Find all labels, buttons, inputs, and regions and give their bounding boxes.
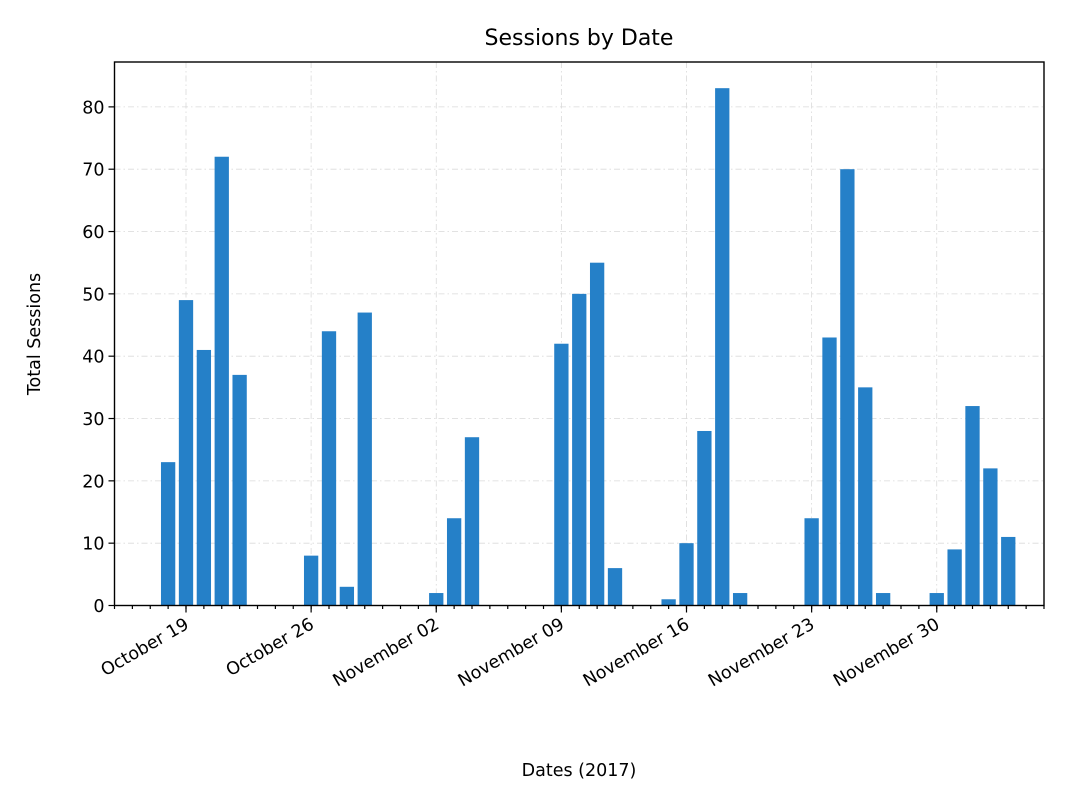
- bar: [554, 343, 569, 606]
- bar: [697, 430, 712, 606]
- y-tick-label: 60: [82, 223, 104, 243]
- bar: [357, 312, 372, 606]
- bar: [1001, 536, 1016, 606]
- bar: [947, 549, 962, 606]
- y-tick-label: 10: [82, 535, 104, 555]
- bar: [339, 586, 355, 606]
- bar: [446, 518, 462, 606]
- x-tick-label: November 30: [830, 615, 943, 692]
- x-tick-label: November 02: [330, 615, 443, 692]
- bar: [965, 406, 980, 606]
- bar: [232, 374, 247, 606]
- bar: [715, 88, 730, 606]
- bar: [178, 300, 194, 606]
- bar: [858, 387, 873, 606]
- x-axis-label: Dates (2017): [522, 761, 637, 781]
- bar: [607, 568, 623, 606]
- y-tick-label: 20: [82, 472, 104, 492]
- bar: [464, 437, 480, 606]
- bar: [214, 156, 229, 606]
- chart-title: Sessions by Date: [485, 26, 674, 51]
- bars: [160, 88, 1016, 606]
- y-tick-label: 40: [82, 348, 104, 368]
- x-tick-label: October 19: [98, 615, 193, 681]
- bar: [929, 593, 944, 606]
- y-tick-label: 80: [82, 98, 104, 118]
- x-axis-ticks: October 19 October 26 November 02 November …: [98, 605, 1045, 692]
- bar: [875, 593, 891, 606]
- bar: [679, 543, 694, 606]
- bar: [572, 293, 587, 606]
- bar: [321, 331, 337, 606]
- y-tick-label: 70: [82, 161, 104, 181]
- bar: [160, 462, 176, 606]
- bar: [822, 337, 837, 606]
- bar: [429, 593, 444, 606]
- y-axis-ticks: 0 10 20 30 40 50 60 70 80: [82, 98, 115, 617]
- x-tick-label: November 16: [580, 615, 693, 692]
- y-tick-label: 30: [82, 410, 104, 430]
- x-tick-label: October 26: [223, 615, 318, 681]
- bar: [303, 555, 319, 606]
- bar: [661, 599, 676, 606]
- x-tick-label: November 23: [705, 615, 818, 692]
- bar: [732, 593, 748, 606]
- bar: [840, 169, 855, 606]
- y-tick-label: 0: [93, 597, 104, 617]
- bar: [589, 262, 605, 606]
- y-axis-label: Total Sessions: [25, 273, 45, 396]
- bar: [983, 468, 998, 606]
- x-tick-label: November 09: [455, 615, 568, 692]
- y-tick-label: 50: [82, 285, 104, 305]
- bar: [196, 349, 212, 606]
- bar: [804, 518, 819, 606]
